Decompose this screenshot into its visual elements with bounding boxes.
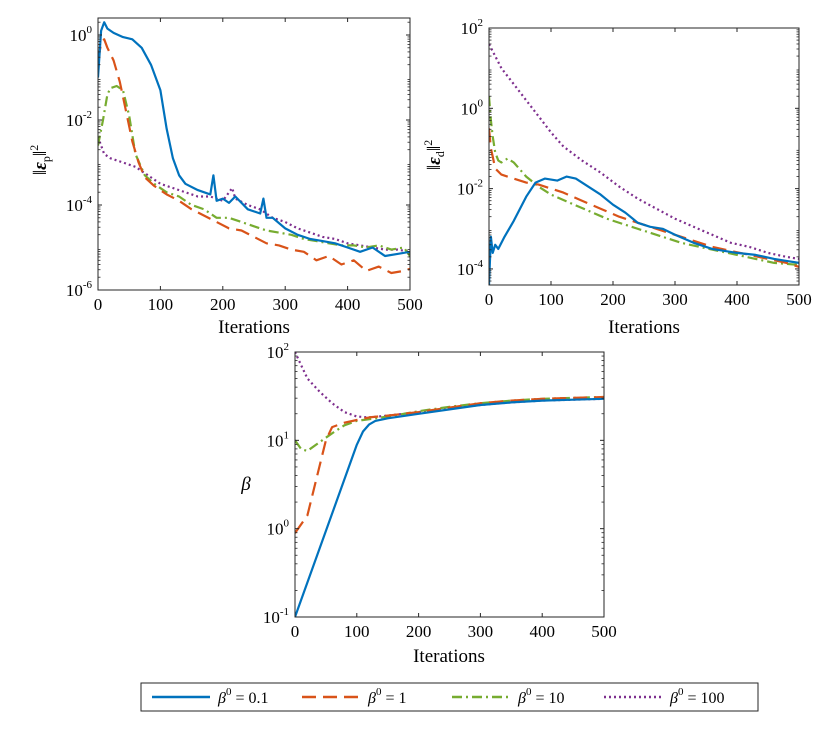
x-tick-label: 400 — [724, 290, 750, 309]
svg-text:‖εp‖2: ‖εp‖2 — [27, 145, 53, 175]
chart-epsilon-d: 0 100 200 300 400 500 102 100 10-2 10-4 ‖εd‖2 Ite… — [421, 17, 812, 338]
legend-box — [140, 682, 759, 712]
x-tick-label: 200 — [210, 295, 236, 314]
series-beta0-100 — [98, 136, 410, 253]
y-axis-label: ‖εd‖2 — [421, 140, 447, 170]
plot-area — [489, 43, 799, 285]
x-tick-label: 0 — [291, 622, 300, 641]
x-tick-label: 500 — [786, 290, 812, 309]
y-tick-label: 100 — [70, 24, 93, 45]
series-beta0-0.1 — [489, 175, 799, 285]
y-tick-label: 10-4 — [457, 258, 484, 279]
y-tick-label: 102 — [461, 17, 484, 38]
x-tick-label: 100 — [148, 295, 174, 314]
x-tick-label: 100 — [538, 290, 564, 309]
x-tick-label: 400 — [529, 622, 555, 641]
x-tick-label: 0 — [485, 290, 494, 309]
x-tick-label: 200 — [600, 290, 626, 309]
axis-ticks: 0 100 200 300 400 500 100 10-2 10-4 10-6 — [66, 18, 423, 314]
x-axis-label: Iterations — [413, 646, 485, 667]
plot-frame — [294, 351, 605, 618]
plot-area — [98, 21, 410, 275]
y-axis-label: β — [240, 474, 251, 495]
y-tick-label: 10-4 — [66, 194, 93, 215]
x-tick-label: 300 — [272, 295, 298, 314]
y-tick-label: 100 — [267, 518, 290, 539]
plot-frame — [488, 27, 800, 286]
plot-area — [295, 352, 604, 617]
series-beta0-1 — [489, 128, 799, 268]
x-axis-label: Iterations — [608, 317, 680, 338]
series-beta0-10 — [98, 84, 410, 257]
series-beta0-10 — [489, 96, 799, 266]
axis-ticks: 0 100 200 300 400 500 102 101 100 10-1 — [263, 341, 617, 641]
x-tick-label: 300 — [662, 290, 688, 309]
y-axis-label: ‖εp‖2 — [27, 145, 53, 175]
legend-label-2: β0 = 1 — [367, 686, 407, 707]
x-tick-label: 500 — [591, 622, 617, 641]
legend: β0 = 0.1 β0 = 1 β0 = 10 β0 = 100 — [140, 682, 759, 712]
series-beta0-10 — [295, 395, 604, 452]
y-tick-label: 100 — [461, 97, 484, 118]
chart-epsilon-p: 0 100 200 300 400 500 100 10-2 10-4 10-6 ‖εp‖2 It… — [27, 17, 423, 338]
series-beta0-0.1 — [295, 397, 604, 617]
x-tick-label: 200 — [406, 622, 432, 641]
x-axis-label: Iterations — [218, 317, 290, 338]
y-tick-label: 10-2 — [66, 109, 92, 130]
y-tick-label: 10-1 — [263, 606, 289, 627]
legend-label-4: β0 = 100 — [669, 686, 725, 707]
y-tick-label: 102 — [267, 341, 290, 362]
axis-ticks: 0 100 200 300 400 500 102 100 10-2 10-4 — [457, 17, 812, 309]
series-beta0-1 — [98, 38, 410, 275]
x-tick-label: 300 — [468, 622, 494, 641]
plot-frame — [97, 17, 411, 291]
x-tick-label: 100 — [344, 622, 370, 641]
y-tick-label: 10-6 — [66, 279, 93, 300]
x-tick-label: 500 — [397, 295, 423, 314]
series-beta0-1 — [295, 395, 604, 534]
legend-label-3: β0 = 10 — [517, 686, 565, 707]
y-tick-label: 10-2 — [457, 178, 483, 199]
x-tick-label: 400 — [335, 295, 361, 314]
x-tick-label: 0 — [94, 295, 103, 314]
series-beta0-100 — [489, 43, 799, 260]
chart-beta: 0 100 200 300 400 500 102 101 100 10-1 β Iteratio… — [240, 341, 616, 667]
legend-label-1: β0 = 0.1 — [217, 686, 269, 707]
svg-text:‖εd‖2: ‖εd‖2 — [421, 140, 447, 170]
series-beta0-0.1 — [98, 21, 410, 258]
y-tick-label: 101 — [267, 429, 290, 450]
